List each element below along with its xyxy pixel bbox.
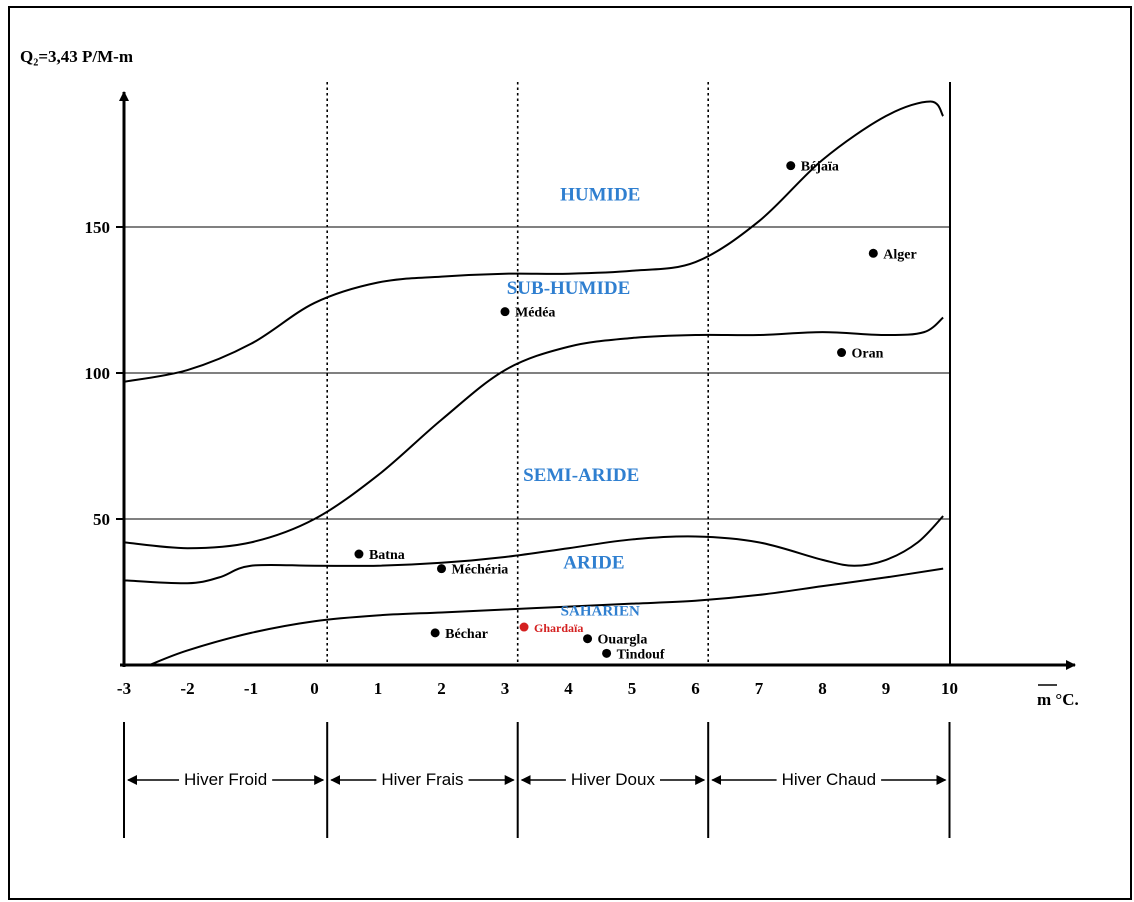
x-tick-label-8: 8 [818,679,827,698]
x-tick-label-0: 0 [310,679,319,698]
station-marker [430,628,440,638]
x-tick-label-1: 1 [374,679,383,698]
x-tick-label-7: 7 [755,679,764,698]
season-hiver-froid: Hiver Froid [127,770,325,789]
x-tick-label-6: 6 [691,679,700,698]
station-label: Méchéria [452,563,509,578]
station-point: Méchéria [437,563,508,578]
station-label: Béchar [445,627,488,642]
station-label: Ouargla [598,633,648,648]
x-tick-label--1: -1 [244,679,258,698]
x-tick-label-2: 2 [437,679,446,698]
zone-label-semi-aride: SEMI-ARIDE [523,465,639,486]
station-label: Béjaïa [801,160,839,175]
y-tick-label-150: 150 [85,218,111,237]
station-marker [837,348,847,358]
station-marker [437,564,446,574]
zone-label-aride: ARIDE [563,553,624,574]
y-tick-label-100: 100 [85,364,111,383]
svg-text:m °C.: m °C. [1037,690,1079,709]
x-tick-label--3: -3 [117,679,131,698]
chart-frame [8,6,1132,900]
station-label: Batna [369,548,405,563]
station-label: Ghardaïa [534,621,583,635]
station-point: Béchar [430,627,488,642]
x-tick-label-5: 5 [628,679,637,698]
station-marker [354,549,364,559]
station-marker [583,634,593,644]
station-marker [602,648,612,658]
station-point: Batna [354,548,405,563]
season-label: Hiver Chaud [782,770,877,789]
station-marker [519,622,529,632]
zone-label-humide: HUMIDE [560,185,640,206]
y-axis-label: Q₂=3,43 P/M-m [20,47,133,66]
station-point: Tindouf [602,647,665,662]
y-tick-label-50: 50 [93,510,110,529]
zone-label-sub-humide: SUB-HUMIDE [507,278,631,299]
season-hiver-chaud: Hiver Chaud [711,770,947,789]
boundary-curve-0 [123,100,945,383]
station-label: Tindouf [617,647,665,662]
station-label: Médéa [515,306,555,321]
season-hiver-frais: Hiver Frais [330,770,515,789]
x-axis-label: m °C. [1037,684,1079,709]
station-point: Alger [868,247,917,262]
x-tick-label-9: 9 [882,679,891,698]
boundary-curve-2 [123,515,944,585]
boundary-curve-1 [123,316,944,550]
station-point: Médéa [500,306,555,321]
station-point: Ghardaïa [519,621,583,635]
boundary-curve-3 [149,567,944,666]
season-label: Hiver Doux [571,770,656,789]
station-marker [786,161,796,171]
station-marker [500,307,510,317]
station-point: Ouargla [583,633,647,648]
x-tick-label--2: -2 [180,679,194,698]
station-point: Oran [837,347,884,362]
x-tick-label-10: 10 [941,679,958,698]
x-tick-label-4: 4 [564,679,573,698]
station-point: Béjaïa [786,160,839,175]
station-label: Alger [883,247,916,262]
station-marker [868,248,878,258]
season-label: Hiver Froid [184,770,267,789]
zone-label-saharien: SAHARIEN [561,603,640,619]
season-hiver-doux: Hiver Doux [520,770,706,789]
x-tick-label-3: 3 [501,679,510,698]
station-label: Oran [852,347,884,362]
season-label: Hiver Frais [381,770,463,789]
